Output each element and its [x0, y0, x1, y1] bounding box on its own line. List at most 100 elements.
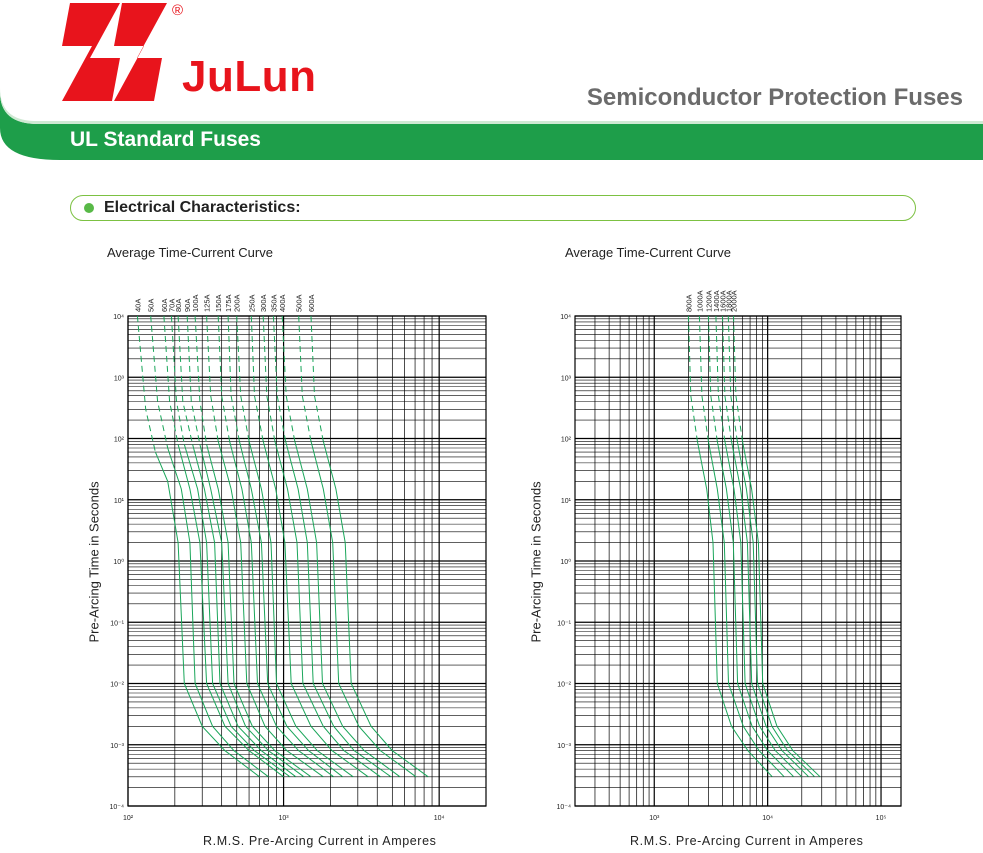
- curve-lower: [310, 441, 417, 778]
- y-tick-label: 10⁻²: [557, 682, 571, 689]
- curve-upper: [298, 315, 312, 442]
- chart-2-frame: [574, 315, 902, 807]
- series-label: 1600A: [719, 290, 728, 312]
- series-100A: [194, 315, 312, 778]
- brand-logo-icon: [62, 3, 167, 101]
- curve-lower: [229, 441, 334, 778]
- chart-1-frame: [127, 315, 487, 807]
- y-tick-label: 10³: [114, 375, 125, 382]
- x-tick-label: 10⁴: [762, 815, 773, 822]
- series-60A: [163, 315, 284, 778]
- series-label: 1000A: [695, 290, 704, 312]
- series-50A: [150, 315, 269, 778]
- curve-lower: [154, 451, 260, 778]
- series-90A: [186, 315, 305, 778]
- curve-upper: [217, 315, 231, 442]
- curve-lower: [696, 441, 773, 778]
- curve-upper: [687, 315, 698, 442]
- section-title: UL Standard Fuses: [70, 128, 261, 151]
- y-tick-label: 10⁴: [113, 314, 124, 321]
- y-tick-label: 10³: [561, 375, 572, 382]
- series-label: 500A: [295, 294, 304, 312]
- y-tick-label: 10⁻⁴: [557, 804, 572, 811]
- y-tick-label: 10⁰: [560, 558, 571, 566]
- series-label: 300A: [259, 294, 268, 312]
- curve-upper: [698, 315, 709, 442]
- brand-name: JuLun: [182, 52, 317, 101]
- series-1800A: [727, 315, 816, 778]
- x-tick-label: 10³: [279, 815, 290, 822]
- series-500A: [298, 315, 417, 778]
- y-tick-label: 10⁻¹: [110, 620, 124, 627]
- curve-upper: [310, 315, 324, 442]
- chart-2-grid: [574, 315, 901, 807]
- chart-2-xlabel: R.M.S. Pre-Arcing Current in Amperes: [630, 834, 864, 848]
- series-label: 175A: [224, 294, 233, 312]
- x-tick-label: 10²: [123, 815, 134, 822]
- curve-lower: [716, 441, 795, 778]
- curve-upper: [170, 315, 185, 445]
- series-175A: [227, 315, 344, 778]
- series-70A: [170, 315, 291, 778]
- y-tick-label: 10⁻³: [557, 743, 571, 750]
- curve-upper: [715, 315, 726, 442]
- series-300A: [262, 315, 381, 778]
- curve-upper: [262, 315, 276, 442]
- y-tick-label: 10²: [561, 437, 572, 444]
- curve-lower: [199, 444, 305, 778]
- curve-lower: [285, 441, 392, 778]
- series-label: 400A: [278, 294, 287, 312]
- curve-upper: [727, 315, 738, 442]
- series-1400A: [715, 315, 803, 778]
- series-label: 350A: [269, 294, 278, 312]
- curve-upper: [206, 315, 219, 442]
- curve-upper: [177, 315, 194, 445]
- x-tick-label: 10⁴: [434, 815, 445, 822]
- series-150A: [217, 315, 334, 778]
- curve-lower: [742, 441, 821, 778]
- curve-lower: [217, 441, 324, 778]
- series-label: 50A: [147, 299, 156, 312]
- series-label: 70A: [167, 299, 176, 312]
- series-800A: [687, 315, 773, 778]
- curve-upper: [236, 315, 250, 442]
- series-40A: [136, 315, 260, 778]
- curve-lower: [274, 441, 381, 778]
- curve-upper: [194, 315, 208, 445]
- page-title: Semiconductor Protection Fuses: [586, 84, 963, 111]
- y-tick-label: 10⁻²: [110, 682, 124, 689]
- curve-upper: [281, 315, 296, 442]
- series-125A: [206, 315, 324, 778]
- curve-lower: [731, 441, 810, 778]
- registered-mark: ®: [172, 2, 184, 19]
- curve-lower: [167, 447, 269, 778]
- curve-upper: [733, 315, 743, 442]
- series-label: 150A: [214, 294, 223, 312]
- series-label: 250A: [247, 294, 256, 312]
- y-tick-label: 10⁻³: [110, 743, 124, 750]
- series-label: 1400A: [712, 290, 721, 312]
- curve-lower: [192, 444, 297, 778]
- series-200A: [236, 315, 354, 778]
- curve-upper: [250, 315, 264, 442]
- curve-lower: [262, 441, 369, 778]
- y-tick-label: 10⁻¹: [557, 620, 571, 627]
- header-band: [0, 88, 983, 160]
- curve-upper: [707, 315, 718, 442]
- curve-upper: [227, 315, 240, 442]
- curve-upper: [722, 315, 732, 442]
- y-tick-label: 10¹: [114, 498, 125, 505]
- x-tick-label: 10⁵: [876, 815, 887, 822]
- curve-upper: [136, 315, 156, 453]
- series-label: 100A: [191, 294, 200, 312]
- series-label: 125A: [203, 294, 212, 312]
- series-2000A: [733, 315, 821, 778]
- curve-lower: [294, 441, 401, 778]
- bullet-icon: [84, 203, 94, 213]
- y-tick-label: 10⁴: [560, 314, 571, 321]
- series-label: 600A: [307, 294, 316, 312]
- curve-lower: [724, 441, 803, 778]
- curve-upper: [272, 315, 287, 442]
- series-label: 80A: [174, 299, 183, 312]
- series-1000A: [698, 315, 785, 778]
